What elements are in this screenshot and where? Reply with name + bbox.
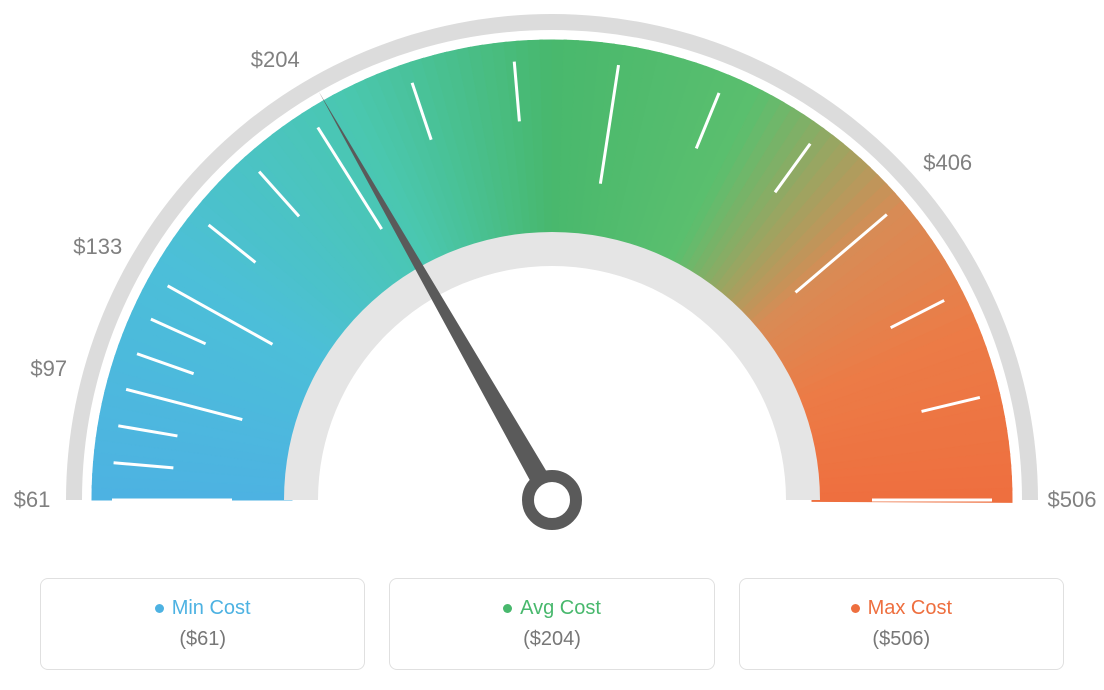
legend-value: ($506) <box>740 628 1063 651</box>
legend-title-text: Max Cost <box>868 597 952 619</box>
legend-title: Max Cost <box>740 597 1063 620</box>
gauge-needle-hub <box>528 476 576 524</box>
legend-title: Avg Cost <box>390 597 713 620</box>
legend-dot-icon <box>503 604 512 613</box>
legend-title-text: Avg Cost <box>520 597 601 619</box>
gauge-tick-label: $97 <box>30 356 67 382</box>
gauge-tick-label: $506 <box>1048 487 1097 513</box>
gauge-color-arc <box>92 40 1012 502</box>
gauge-tick-label: $61 <box>14 487 51 513</box>
legend-card-max: Max Cost ($506) <box>739 578 1064 670</box>
legend-card-avg: Avg Cost ($204) <box>389 578 714 670</box>
legend-card-min: Min Cost ($61) <box>40 578 365 670</box>
legend-dot-icon <box>851 604 860 613</box>
legend-value: ($61) <box>41 628 364 651</box>
legend-title: Min Cost <box>41 597 364 620</box>
legend-dot-icon <box>155 604 164 613</box>
legend-title-text: Min Cost <box>172 597 251 619</box>
gauge-tick-label: $133 <box>73 234 122 260</box>
legend-row: Min Cost ($61) Avg Cost ($204) Max Cost ($506… <box>40 578 1064 670</box>
gauge-chart: $61$97$133$204$305$406$506 <box>0 0 1104 560</box>
gauge-tick-label: $204 <box>251 47 300 73</box>
legend-value: ($204) <box>390 628 713 651</box>
gauge-svg <box>0 0 1104 560</box>
gauge-tick-label: $406 <box>923 150 972 176</box>
